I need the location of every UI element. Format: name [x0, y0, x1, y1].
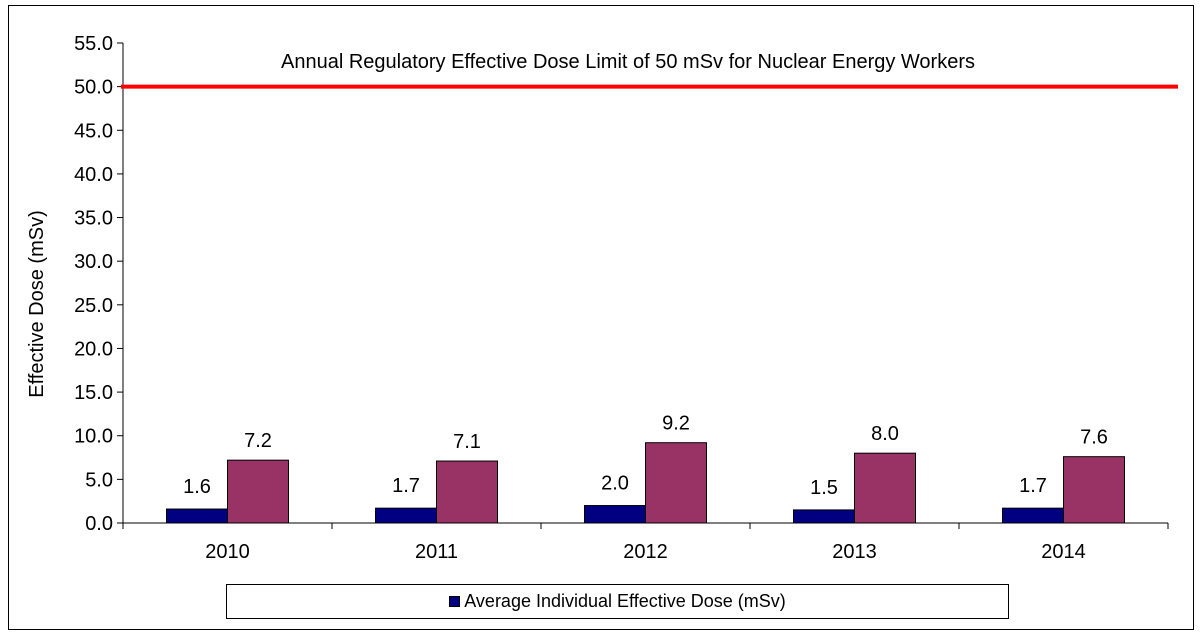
data-label-series1-2014: 1.7 [1019, 475, 1047, 497]
bar-series2-2011 [436, 460, 498, 524]
bar-series2-2013 [854, 452, 916, 524]
y-tick-label: 10.0 [74, 426, 113, 448]
data-label-series1-2012: 2.0 [601, 473, 629, 495]
y-axis-title: Effective Dose (mSv) [26, 210, 48, 397]
data-label-series2-2012: 9.2 [662, 413, 690, 435]
y-tick-label: 25.0 [74, 295, 113, 317]
chart-frame [8, 5, 1194, 630]
data-label-series1-2010: 1.6 [183, 476, 211, 498]
x-tick-label: 2011 [415, 541, 458, 563]
data-labels: 1.6 1.7 2.0 1.5 1.7 7.2 7.1 9.2 8.0 7.6 [183, 413, 1108, 499]
bars [166, 442, 1125, 524]
bar-series2-2010 [227, 459, 289, 524]
y-tick-label: 50.0 [74, 77, 113, 99]
x-tick-label: 2014 [1041, 541, 1086, 563]
y-tick-label: 15.0 [74, 382, 113, 404]
legend-label-average-dose: Average Individual Effective Dose (mSv) [464, 591, 786, 611]
data-label-series1-2013: 1.5 [810, 477, 838, 499]
legend: Average Individual Effective Dose (mSv) [226, 584, 1009, 619]
data-label-series2-2010: 7.2 [244, 430, 272, 452]
bar-series2-2012 [645, 442, 707, 524]
data-label-series2-2013: 8.0 [871, 423, 899, 445]
bar-series1-2010 [166, 508, 228, 524]
data-label-series2-2011: 7.1 [453, 431, 481, 453]
x-tick-label: 2010 [205, 541, 250, 563]
y-tick-label: 30.0 [74, 251, 113, 273]
y-tick-label: 5.0 [85, 469, 113, 491]
y-tick-label: 0.0 [85, 513, 113, 535]
bar-series2-2014 [1063, 456, 1125, 524]
y-tick-label: 35.0 [74, 208, 113, 230]
bar-series1-2011 [375, 507, 437, 524]
bar-series1-2012 [584, 505, 646, 524]
bar-series1-2014 [1002, 507, 1064, 524]
data-label-series2-2014: 7.6 [1080, 427, 1108, 449]
x-tick-label: 2012 [623, 541, 668, 563]
y-tick-label: 45.0 [74, 120, 113, 142]
regulatory-limit-annotation: Annual Regulatory Effective Dose Limit o… [281, 51, 975, 73]
y-tick-label: 40.0 [74, 164, 113, 186]
x-tick-label: 2013 [832, 541, 877, 563]
y-tick-label: 55.0 [74, 33, 113, 55]
bar-series1-2013 [793, 509, 855, 524]
legend-swatch-average-dose [449, 596, 461, 607]
data-label-series1-2011: 1.7 [392, 475, 420, 497]
y-tick-label: 20.0 [74, 338, 113, 360]
